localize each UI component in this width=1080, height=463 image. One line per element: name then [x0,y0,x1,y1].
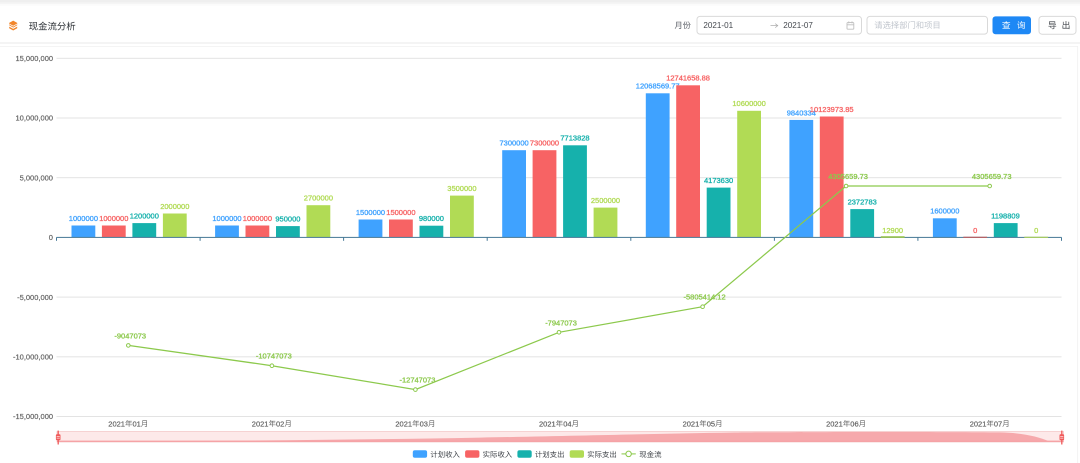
svg-text:02: 02 [276,419,284,428]
svg-text:950000: 950000 [275,215,300,224]
svg-text:12068569.77: 12068569.77 [636,82,680,91]
svg-text:0: 0 [973,226,977,235]
svg-text:1000000: 1000000 [69,214,98,223]
svg-text:9840334: 9840334 [787,108,816,117]
svg-text:1198809: 1198809 [991,212,1020,221]
svg-text:1000000: 1000000 [243,214,272,223]
svg-text:07: 07 [994,419,1002,428]
svg-text:7300000: 7300000 [500,139,529,148]
svg-text:2021: 2021 [395,419,412,428]
svg-text:-7947073: -7947073 [545,318,577,327]
svg-text:1500000: 1500000 [386,208,415,217]
svg-text:-5,000,000: -5,000,000 [17,293,53,302]
svg-text:0: 0 [1034,226,1038,235]
svg-text:15,000,000: 15,000,000 [16,54,54,63]
svg-text:04: 04 [563,419,571,428]
svg-text:10,000,000: 10,000,000 [16,114,54,123]
svg-text:5,000,000: 5,000,000 [20,173,53,182]
svg-text:4173630: 4173630 [704,176,733,185]
svg-text:2021: 2021 [826,419,843,428]
svg-text:2021: 2021 [539,419,556,428]
svg-text:0: 0 [49,233,53,242]
svg-text:1000000: 1000000 [99,214,128,223]
svg-text:-12747073: -12747073 [400,376,436,385]
svg-text:2021-01: 2021-01 [703,21,733,30]
svg-text:7300000: 7300000 [530,139,559,148]
svg-text:-10747073: -10747073 [256,352,292,361]
svg-text:12741658.88: 12741658.88 [666,74,710,83]
svg-text:2372783: 2372783 [848,198,877,207]
svg-text:1600000: 1600000 [930,207,959,216]
svg-text:2700000: 2700000 [304,194,333,203]
svg-text:12900: 12900 [882,226,903,235]
svg-text:-5805414.12: -5805414.12 [684,293,726,302]
svg-text:10123973.85: 10123973.85 [810,105,854,114]
svg-text:2021: 2021 [252,419,269,428]
svg-text:-10,000,000: -10,000,000 [13,353,53,362]
svg-text:06: 06 [850,419,858,428]
svg-text:1500000: 1500000 [356,208,385,217]
svg-text:980000: 980000 [419,214,444,223]
svg-text:1000000: 1000000 [212,214,241,223]
svg-text:1200000: 1200000 [130,212,159,221]
svg-text:05: 05 [707,419,715,428]
svg-text:2021-07: 2021-07 [783,21,813,30]
svg-text:7713828: 7713828 [560,134,589,143]
svg-text:2500000: 2500000 [591,196,620,205]
svg-text:2021: 2021 [108,419,125,428]
svg-text:03: 03 [420,419,428,428]
svg-text:3500000: 3500000 [447,184,476,193]
svg-text:2021: 2021 [970,419,987,428]
svg-text:2021: 2021 [683,419,700,428]
svg-text:2000000: 2000000 [160,202,189,211]
svg-text:4305659.73: 4305659.73 [828,172,868,181]
svg-text:10600000: 10600000 [732,99,765,108]
svg-text:-15,000,000: -15,000,000 [13,412,53,421]
svg-text:-9047073: -9047073 [114,331,146,340]
svg-text:01: 01 [133,419,141,428]
svg-text:4305659.73: 4305659.73 [972,172,1012,181]
